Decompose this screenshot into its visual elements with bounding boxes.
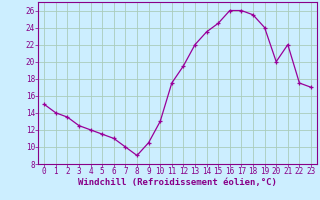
- X-axis label: Windchill (Refroidissement éolien,°C): Windchill (Refroidissement éolien,°C): [78, 178, 277, 187]
